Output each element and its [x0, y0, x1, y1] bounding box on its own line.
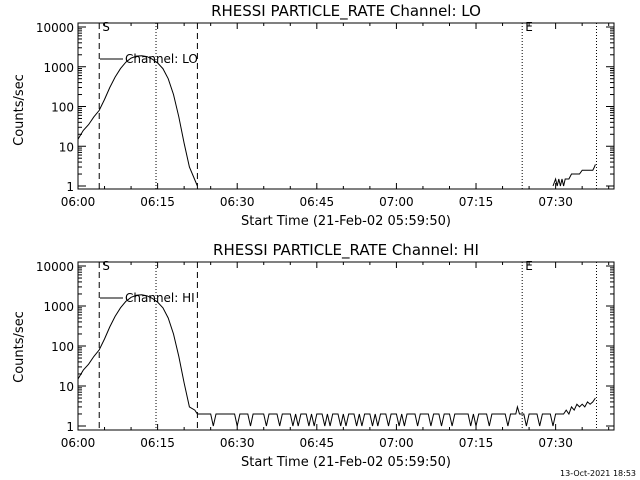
- y-tick-label: 1000: [43, 300, 74, 314]
- x-tick-label: 07:00: [379, 436, 414, 450]
- series-lines: [77, 294, 596, 427]
- chart-panel-lo: RHESSI PARTICLE_RATE Channel: LO Counts/…: [12, 2, 615, 229]
- x-tick-label: 07:15: [459, 436, 494, 450]
- x-tick-label: 06:45: [300, 436, 335, 450]
- y-tick-label: 100: [51, 101, 74, 115]
- y-tick-label: 10: [59, 380, 74, 394]
- y-axis-label: Counts/sec: [12, 74, 27, 146]
- chart-panel-hi: RHESSI PARTICLE_RATE Channel: HI Counts/…: [12, 241, 615, 470]
- plot-frame: [77, 261, 615, 431]
- chart-title: RHESSI PARTICLE_RATE Channel: HI: [213, 241, 479, 260]
- x-tick-label: 06:30: [220, 436, 255, 450]
- legend: Channel: HI: [100, 291, 195, 305]
- y-tick-label: 10000: [36, 21, 74, 35]
- plot-frame: [77, 22, 615, 190]
- series-line: [552, 164, 596, 187]
- y-tick-label: 100: [51, 340, 74, 354]
- x-axis-label: Start Time (21-Feb-02 05:59:50): [241, 455, 451, 470]
- series-line: [77, 55, 198, 187]
- x-tick-label: 07:30: [538, 436, 573, 450]
- marker-label: S: [102, 259, 110, 273]
- x-tick-label: 07:15: [459, 195, 494, 209]
- series-line: [77, 294, 596, 427]
- y-axis-label: Counts/sec: [12, 311, 27, 383]
- series-lines: [77, 55, 596, 187]
- legend-label: Channel: LO: [125, 52, 198, 66]
- x-tick-label: 07:30: [538, 195, 573, 209]
- y-tick-label: 10000: [36, 260, 74, 274]
- chart-title: RHESSI PARTICLE_RATE Channel: LO: [211, 2, 481, 21]
- marker-label: E: [525, 20, 533, 34]
- y-tick-label: 1000: [43, 61, 74, 75]
- marker-label: S: [102, 20, 110, 34]
- x-axis-label: Start Time (21-Feb-02 05:59:50): [241, 214, 451, 229]
- legend: Channel: LO: [100, 52, 198, 66]
- y-tick-label: 1: [66, 420, 74, 434]
- x-tick-label: 06:15: [140, 436, 175, 450]
- x-tick-label: 06:45: [300, 195, 335, 209]
- axes-ticks: 06:00 06:15 06:30 06:45 07:00 07:15 07:30 1 10 10…: [36, 21, 614, 209]
- x-tick-label: 06:30: [220, 195, 255, 209]
- y-tick-label: 1: [66, 180, 74, 194]
- y-tick-label: 10: [59, 140, 74, 154]
- x-tick-label: 06:00: [61, 195, 96, 209]
- footer-timestamp: 13-Oct-2021 18:53: [560, 469, 636, 478]
- marker-label: E: [525, 259, 533, 273]
- axes-ticks: 06:00 06:15 06:30 06:45 07:00 07:15 07:30 1 10 10…: [36, 260, 614, 450]
- x-tick-label: 06:15: [140, 195, 175, 209]
- x-tick-label: 07:00: [379, 195, 414, 209]
- legend-label: Channel: HI: [125, 291, 195, 305]
- x-tick-label: 06:00: [61, 436, 96, 450]
